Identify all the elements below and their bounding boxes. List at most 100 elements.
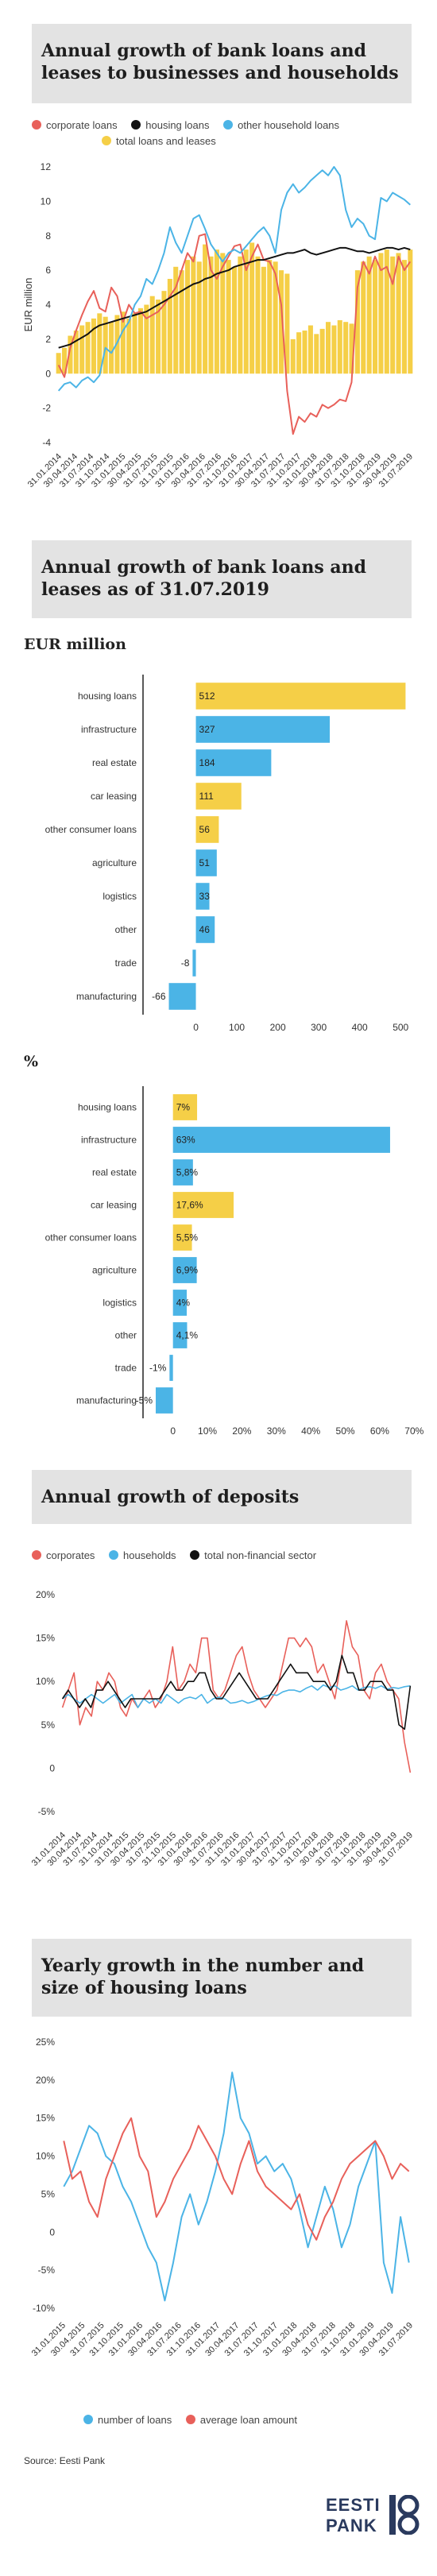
y-tick-label: 8 xyxy=(45,230,51,242)
legend-number-of-loans: number of loans xyxy=(83,2414,172,2426)
y-tick-label: 10% xyxy=(36,1676,55,1687)
section-4-title: Yearly growth in the number and size of … xyxy=(32,1939,412,2017)
total-loans-bar xyxy=(132,313,137,374)
bar-trade xyxy=(192,950,196,977)
total-loans-bar xyxy=(191,256,196,374)
category-label: car leasing xyxy=(91,1200,137,1211)
y-tick-label: 2 xyxy=(45,334,51,345)
bar-other xyxy=(172,1322,188,1348)
y-tick-label: 20% xyxy=(36,1589,55,1600)
legend-black-dot xyxy=(131,120,141,130)
total-loans-bar xyxy=(91,318,96,374)
total-loans-bar xyxy=(149,296,155,374)
section-2-title-text: Annual growth of bank loans and leases a… xyxy=(41,557,367,600)
data-label: 17,6% xyxy=(176,1200,203,1211)
data-label: 6,9% xyxy=(176,1265,199,1276)
total-loans-bar xyxy=(214,249,219,374)
category-label: trade xyxy=(115,957,137,969)
bar-logistics xyxy=(195,883,210,910)
logo-text-pank: PANK xyxy=(326,2516,377,2535)
bar-real-estate xyxy=(172,1159,193,1186)
source-note: Source: Eesti Pank xyxy=(24,2455,106,2466)
total-loans-bar xyxy=(302,331,307,374)
category-label: logistics xyxy=(102,891,137,902)
series-line-average-loan-amount xyxy=(63,2117,410,2241)
data-label: 111 xyxy=(199,791,215,802)
legend-total-loans: total loans and leases xyxy=(102,133,216,149)
legend-housing-loans: housing loans xyxy=(131,118,209,133)
chart-4-legend: corporates households total non-financia… xyxy=(32,1549,413,1561)
total-loans-bar xyxy=(384,249,389,374)
data-label: 51 xyxy=(199,857,211,868)
total-loans-bar xyxy=(296,332,302,374)
total-loans-bar xyxy=(102,316,108,374)
series-line-corporate-loans xyxy=(57,233,412,435)
legend-total-non-financial: total non-financial sector xyxy=(190,1549,316,1561)
total-loans-bar xyxy=(179,270,184,374)
chart-3-percent-bars: housing loans 7% infrastructure 63% real est… xyxy=(45,1086,424,1437)
y-tick-label: 6 xyxy=(45,265,51,276)
category-label: housing loans xyxy=(78,690,137,702)
total-loans-bar xyxy=(68,335,73,374)
category-label: other consumer loans xyxy=(45,824,137,835)
data-label: 512 xyxy=(199,690,215,702)
total-loans-bar xyxy=(284,273,290,374)
data-label: 327 xyxy=(199,724,215,735)
series-line-housing-loans xyxy=(58,246,411,349)
category-label: logistics xyxy=(102,1298,137,1309)
y-tick-label: 5% xyxy=(41,1719,56,1731)
data-label: 4,1% xyxy=(176,1330,199,1341)
y-axis-label: EUR million xyxy=(22,278,34,332)
legend-corporates: corporates xyxy=(32,1549,95,1561)
total-loans-bar xyxy=(396,253,401,374)
category-label: real estate xyxy=(92,757,137,768)
y-tick-label: 15% xyxy=(36,1633,55,1644)
y-tick-label: -2 xyxy=(42,403,51,414)
category-label: infrastructure xyxy=(81,1135,137,1146)
legend-label: average loan amount xyxy=(199,2414,298,2426)
category-label: manufacturing xyxy=(76,1395,137,1406)
total-loans-bar xyxy=(243,249,249,374)
x-tick-label: 100 xyxy=(229,1022,245,1033)
y-tick-label: 10% xyxy=(36,2151,55,2162)
series-line-total-non-financial-sector xyxy=(61,1654,412,1731)
x-tick-label: 10% xyxy=(198,1425,217,1437)
total-loans-bar xyxy=(326,322,331,374)
legend-blue-dot xyxy=(223,120,234,130)
category-label: other xyxy=(115,924,137,935)
eesti-pank-logo: EESTI PANK xyxy=(326,2490,421,2546)
legend-label: total non-financial sector xyxy=(204,1549,317,1561)
chart-1-legend: corporate loans housing loans other hous… xyxy=(32,118,413,149)
x-tick-label: 500 xyxy=(393,1022,408,1033)
bar-trade xyxy=(169,1355,173,1381)
total-loans-bar xyxy=(267,260,273,374)
category-label: manufacturing xyxy=(76,991,137,1002)
total-loans-bar xyxy=(62,347,68,374)
total-loans-bar xyxy=(378,253,384,374)
chart-5-legend: number of loans average loan amount xyxy=(83,2414,437,2426)
total-loans-bar xyxy=(290,338,296,374)
total-loans-bar xyxy=(56,353,61,374)
total-loans-bar xyxy=(220,253,226,374)
total-loans-bar xyxy=(349,323,354,374)
section-1-title-text: Annual growth of bank loans and leases t… xyxy=(41,41,399,83)
legend-label: number of loans xyxy=(98,2414,172,2426)
total-loans-bar xyxy=(278,270,284,374)
legend-red-dot xyxy=(185,2415,195,2424)
y-tick-label: -10% xyxy=(33,2303,55,2314)
total-loans-bar xyxy=(361,261,366,374)
bar-agriculture xyxy=(172,1257,197,1283)
bar-agriculture xyxy=(195,849,217,876)
total-loans-bar xyxy=(408,249,413,374)
eesti-pank-logo-icon xyxy=(389,2495,420,2535)
total-loans-bar xyxy=(319,328,325,374)
y-tick-label: 0 xyxy=(45,368,51,379)
bar-other-consumer-loans xyxy=(172,1224,192,1251)
total-loans-bar xyxy=(73,331,79,374)
legend-red-dot xyxy=(32,120,41,130)
bar-other-consumer-loans xyxy=(195,816,219,843)
legend-average-loan-amount: average loan amount xyxy=(185,2414,298,2426)
total-loans-bar xyxy=(366,256,372,374)
x-tick-label: 0 xyxy=(193,1022,199,1033)
